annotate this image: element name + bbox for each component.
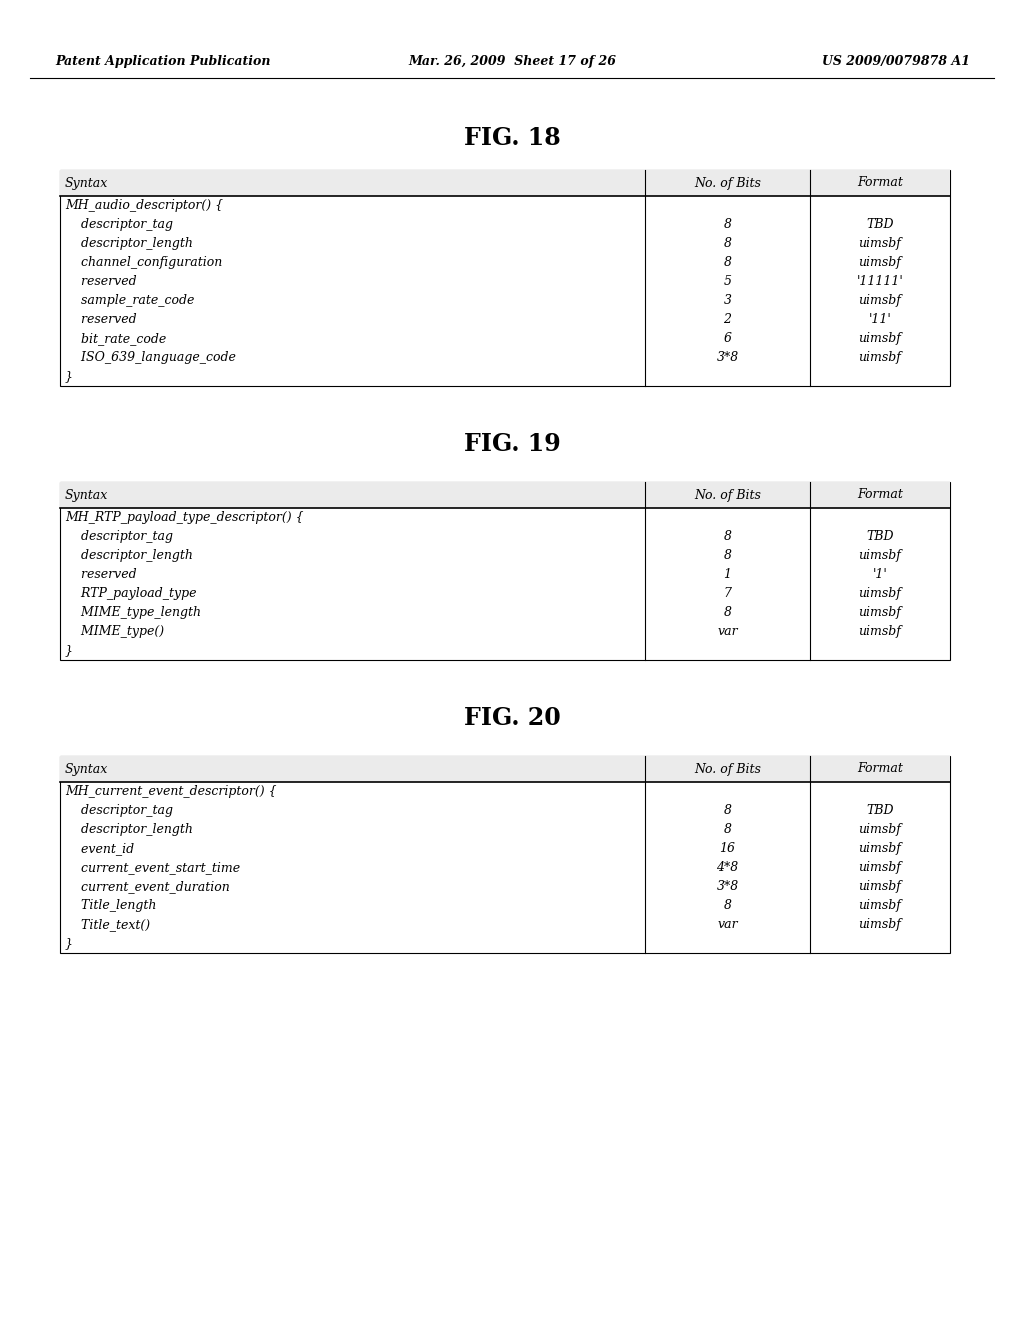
Text: TBD: TBD bbox=[866, 804, 894, 817]
Text: No. of Bits: No. of Bits bbox=[694, 488, 761, 502]
Text: bit_rate_code: bit_rate_code bbox=[65, 333, 166, 345]
Text: MH_current_event_descriptor() {: MH_current_event_descriptor() { bbox=[65, 785, 276, 799]
Text: No. of Bits: No. of Bits bbox=[694, 763, 761, 776]
Text: uimsbf: uimsbf bbox=[858, 333, 901, 345]
Text: uimsbf: uimsbf bbox=[858, 294, 901, 308]
Text: uimsbf: uimsbf bbox=[858, 238, 901, 249]
Text: TBD: TBD bbox=[866, 531, 894, 543]
Text: FIG. 18: FIG. 18 bbox=[464, 125, 560, 150]
Bar bbox=[60, 756, 950, 953]
Text: uimsbf: uimsbf bbox=[858, 351, 901, 364]
Text: var: var bbox=[717, 917, 738, 931]
Text: descriptor_tag: descriptor_tag bbox=[65, 531, 173, 543]
Text: 8: 8 bbox=[724, 531, 731, 543]
Text: 8: 8 bbox=[724, 606, 731, 619]
Text: }: } bbox=[65, 937, 73, 950]
Text: channel_configuration: channel_configuration bbox=[65, 256, 222, 269]
Text: 8: 8 bbox=[724, 238, 731, 249]
Text: Title_text(): Title_text() bbox=[65, 917, 151, 931]
Bar bbox=[60, 482, 950, 660]
Text: descriptor_length: descriptor_length bbox=[65, 822, 193, 836]
Text: 6: 6 bbox=[724, 333, 731, 345]
Text: 8: 8 bbox=[724, 822, 731, 836]
Text: uimsbf: uimsbf bbox=[858, 624, 901, 638]
Text: uimsbf: uimsbf bbox=[858, 899, 901, 912]
Bar bbox=[60, 756, 950, 781]
Text: ISO_639_language_code: ISO_639_language_code bbox=[65, 351, 236, 364]
Text: descriptor_tag: descriptor_tag bbox=[65, 218, 173, 231]
Text: descriptor_length: descriptor_length bbox=[65, 549, 193, 562]
Text: Syntax: Syntax bbox=[65, 177, 109, 190]
Text: current_event_duration: current_event_duration bbox=[65, 880, 229, 894]
Text: MH_RTP_payload_type_descriptor() {: MH_RTP_payload_type_descriptor() { bbox=[65, 511, 304, 524]
Text: }: } bbox=[65, 644, 73, 657]
Text: event_id: event_id bbox=[65, 842, 134, 855]
Text: Syntax: Syntax bbox=[65, 488, 109, 502]
Text: uimsbf: uimsbf bbox=[858, 822, 901, 836]
Text: 4*8: 4*8 bbox=[717, 861, 738, 874]
Text: 16: 16 bbox=[720, 842, 735, 855]
Text: MIME_type(): MIME_type() bbox=[65, 624, 164, 638]
Text: 8: 8 bbox=[724, 899, 731, 912]
Text: 7: 7 bbox=[724, 587, 731, 601]
Bar bbox=[60, 170, 950, 385]
Text: FIG. 20: FIG. 20 bbox=[464, 706, 560, 730]
Text: 8: 8 bbox=[724, 549, 731, 562]
Text: 5: 5 bbox=[724, 275, 731, 288]
Text: '1': '1' bbox=[872, 568, 888, 581]
Text: MH_audio_descriptor() {: MH_audio_descriptor() { bbox=[65, 199, 223, 213]
Bar bbox=[60, 482, 950, 508]
Text: Patent Application Publication: Patent Application Publication bbox=[55, 55, 270, 69]
Text: '11': '11' bbox=[868, 313, 891, 326]
Text: US 2009/0079878 A1: US 2009/0079878 A1 bbox=[822, 55, 970, 69]
Text: uimsbf: uimsbf bbox=[858, 549, 901, 562]
Text: 8: 8 bbox=[724, 804, 731, 817]
Text: 8: 8 bbox=[724, 218, 731, 231]
Text: reserved: reserved bbox=[65, 568, 136, 581]
Text: current_event_start_time: current_event_start_time bbox=[65, 861, 240, 874]
Text: 1: 1 bbox=[724, 568, 731, 581]
Text: uimsbf: uimsbf bbox=[858, 256, 901, 269]
Text: Format: Format bbox=[857, 763, 903, 776]
Text: 2: 2 bbox=[724, 313, 731, 326]
Text: uimsbf: uimsbf bbox=[858, 587, 901, 601]
Text: RTP_payload_type: RTP_payload_type bbox=[65, 587, 197, 601]
Text: uimsbf: uimsbf bbox=[858, 861, 901, 874]
Text: }: } bbox=[65, 370, 73, 383]
Text: Format: Format bbox=[857, 177, 903, 190]
Text: TBD: TBD bbox=[866, 218, 894, 231]
Text: uimsbf: uimsbf bbox=[858, 880, 901, 894]
Text: Format: Format bbox=[857, 488, 903, 502]
Text: 8: 8 bbox=[724, 256, 731, 269]
Text: MIME_type_length: MIME_type_length bbox=[65, 606, 201, 619]
Text: FIG. 19: FIG. 19 bbox=[464, 432, 560, 455]
Text: reserved: reserved bbox=[65, 313, 136, 326]
Text: Syntax: Syntax bbox=[65, 763, 109, 776]
Text: '11111': '11111' bbox=[857, 275, 903, 288]
Text: uimsbf: uimsbf bbox=[858, 842, 901, 855]
Text: sample_rate_code: sample_rate_code bbox=[65, 294, 195, 308]
Text: reserved: reserved bbox=[65, 275, 136, 288]
Text: No. of Bits: No. of Bits bbox=[694, 177, 761, 190]
Text: Mar. 26, 2009  Sheet 17 of 26: Mar. 26, 2009 Sheet 17 of 26 bbox=[408, 55, 616, 69]
Bar bbox=[60, 170, 950, 195]
Text: 3*8: 3*8 bbox=[717, 351, 738, 364]
Text: 3*8: 3*8 bbox=[717, 880, 738, 894]
Text: var: var bbox=[717, 624, 738, 638]
Text: uimsbf: uimsbf bbox=[858, 917, 901, 931]
Text: descriptor_length: descriptor_length bbox=[65, 238, 193, 249]
Text: 3: 3 bbox=[724, 294, 731, 308]
Text: descriptor_tag: descriptor_tag bbox=[65, 804, 173, 817]
Text: Title_length: Title_length bbox=[65, 899, 157, 912]
Text: uimsbf: uimsbf bbox=[858, 606, 901, 619]
